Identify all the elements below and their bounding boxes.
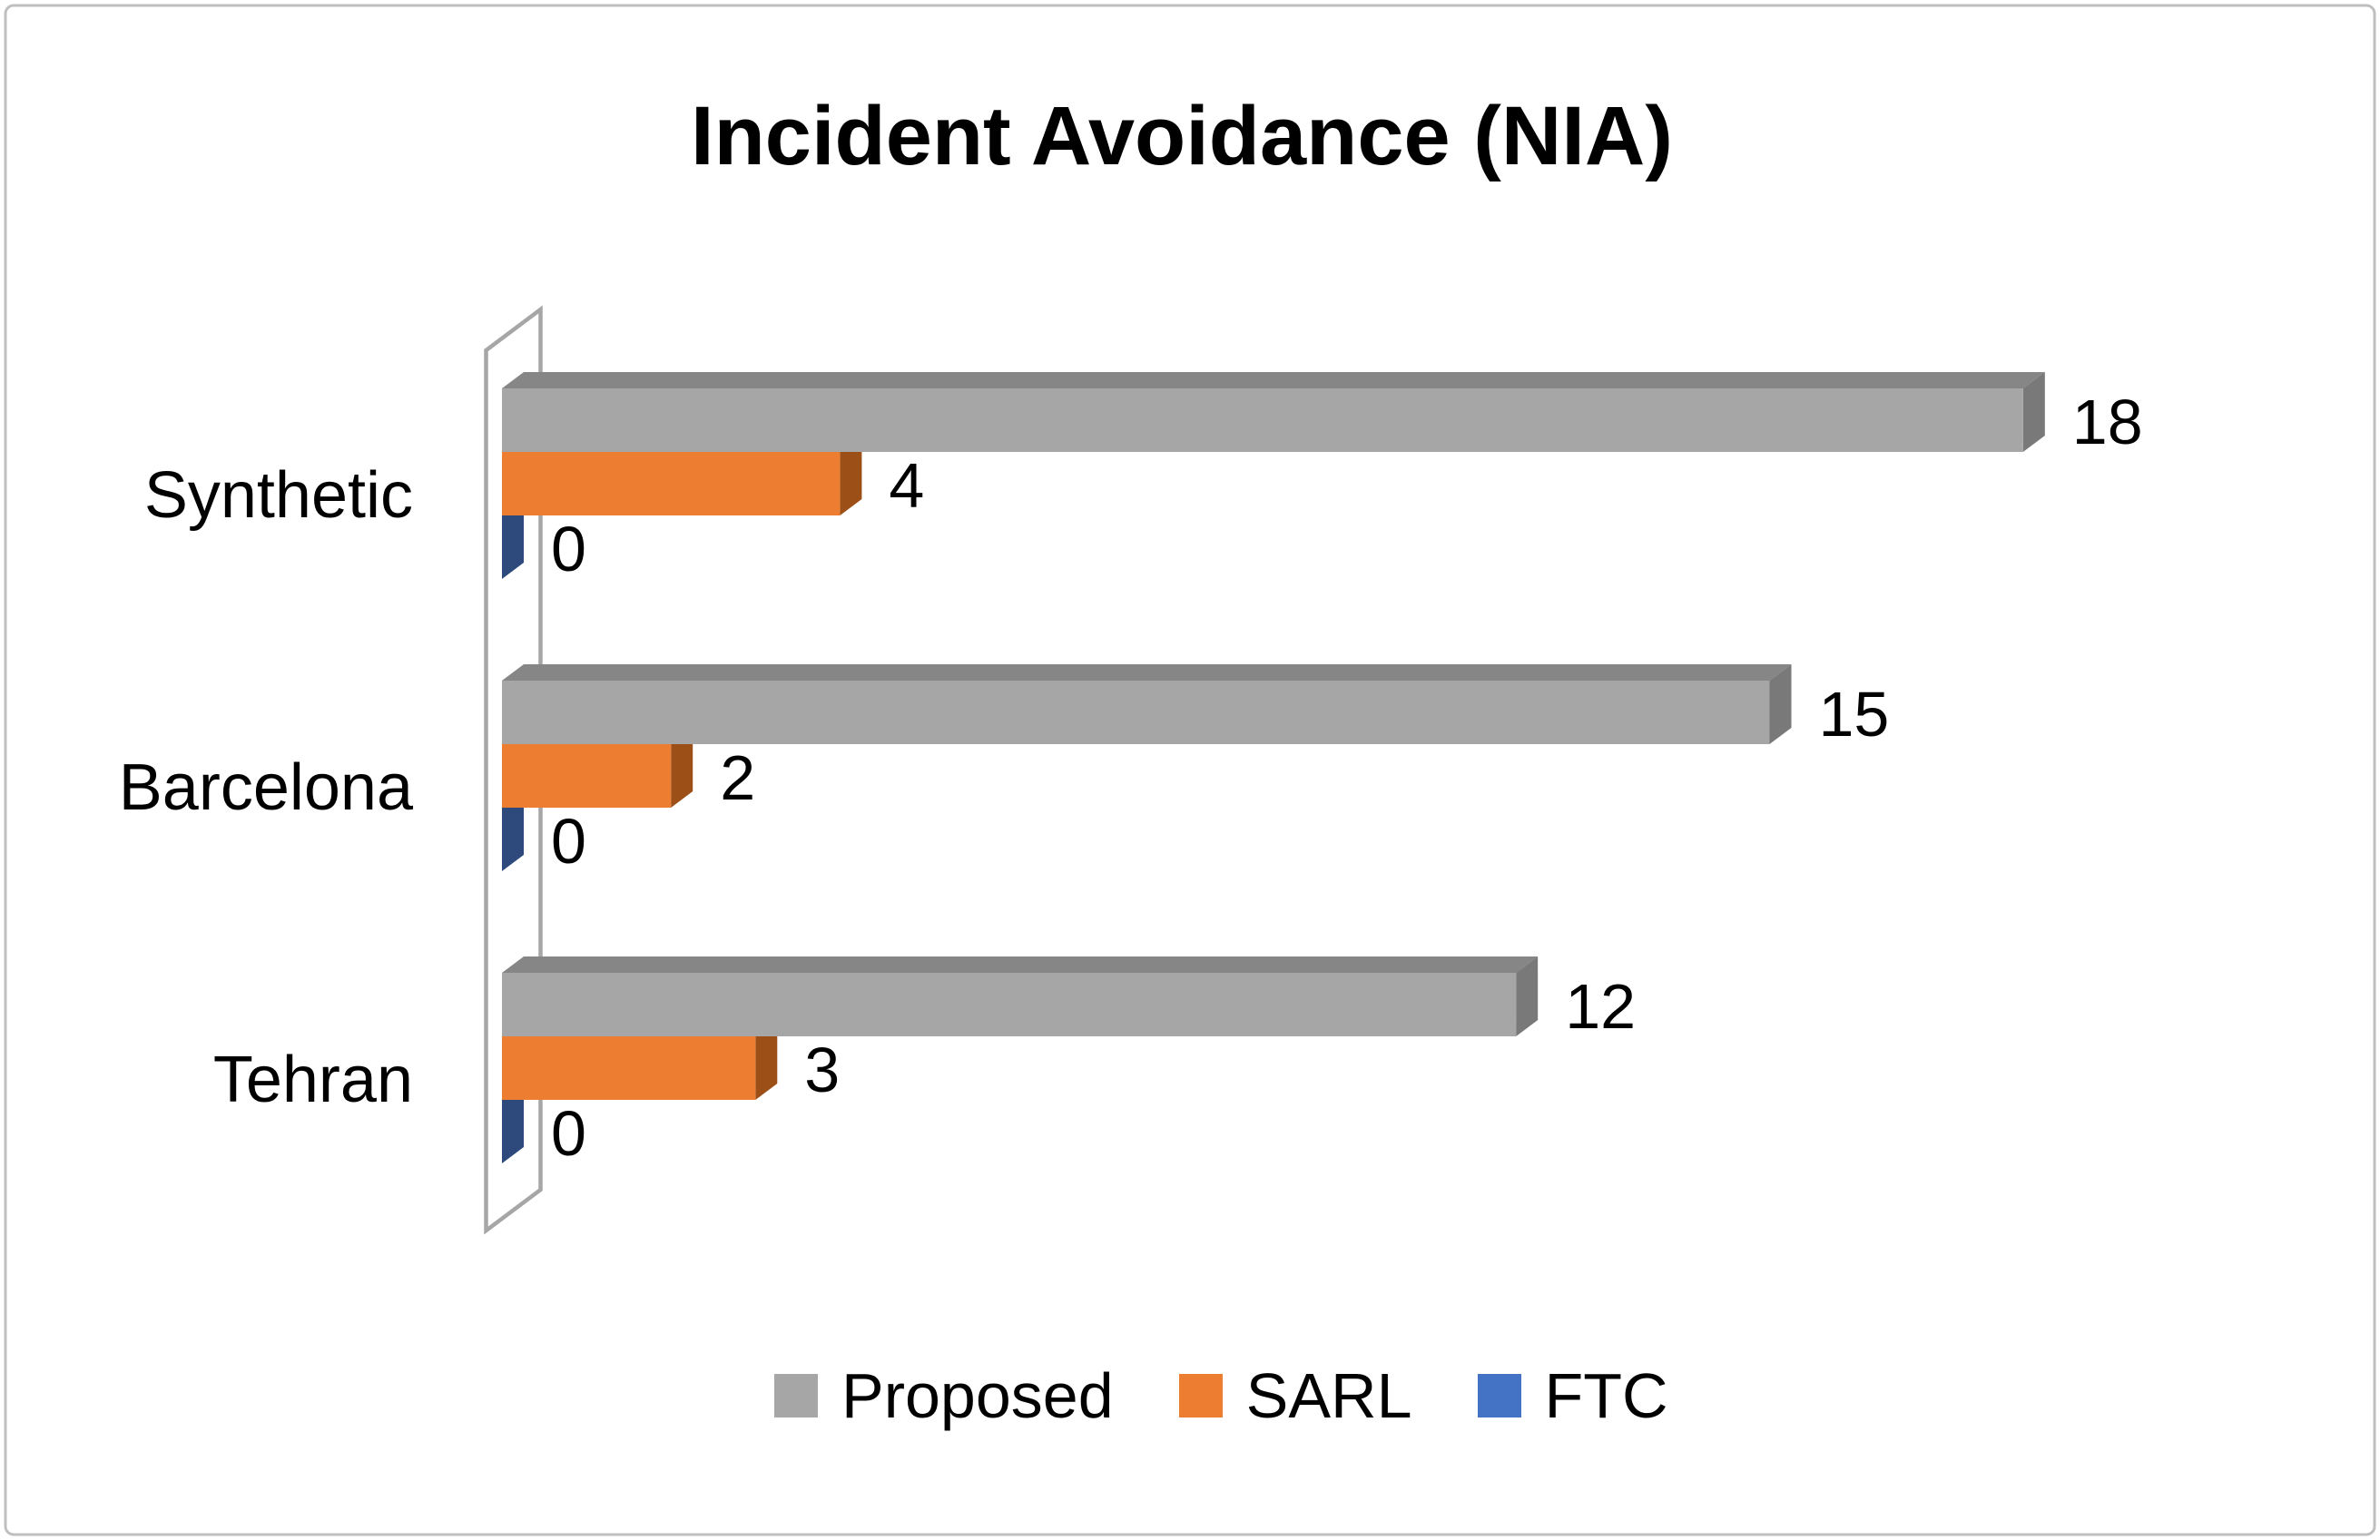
legend-item-ftc: FTC bbox=[1477, 1359, 1668, 1432]
bar-front-face-proposed-tehran bbox=[502, 973, 1517, 1036]
legend-label-ftc: FTC bbox=[1544, 1360, 1668, 1431]
bar-end-face-ftc-synthetic bbox=[502, 499, 524, 579]
data-label-proposed-synthetic: 18 bbox=[2072, 387, 2143, 457]
bar-end-face-sarl-synthetic bbox=[840, 436, 862, 515]
value-labels-group: 0 4 18 0 2 15 0 3 12 bbox=[551, 387, 2143, 1169]
data-label-sarl-synthetic: 4 bbox=[889, 450, 924, 521]
bar-end-face-ftc-barcelona bbox=[502, 791, 524, 871]
bar-top-face-proposed-synthetic bbox=[502, 372, 2045, 388]
legend-item-proposed: Proposed bbox=[774, 1359, 1114, 1432]
bar-end-face-ftc-tehran bbox=[502, 1084, 524, 1163]
bar-front-face-sarl-barcelona bbox=[502, 744, 672, 808]
data-label-ftc-tehran: 0 bbox=[551, 1098, 586, 1169]
data-label-proposed-tehran: 12 bbox=[1565, 971, 1636, 1042]
figure-border bbox=[4, 4, 2376, 1536]
category-label-barcelona: Barcelona bbox=[119, 751, 414, 824]
bar-series-group bbox=[502, 372, 2045, 1163]
data-label-proposed-barcelona: 15 bbox=[1819, 679, 1890, 750]
bar-front-face-sarl-synthetic bbox=[502, 452, 841, 515]
data-label-ftc-synthetic: 0 bbox=[551, 514, 586, 584]
bar-end-face-proposed-tehran bbox=[1516, 956, 1539, 1036]
bar-end-face-proposed-synthetic bbox=[2022, 372, 2045, 452]
data-label-sarl-barcelona: 2 bbox=[720, 742, 755, 813]
legend: Proposed SARL FTC bbox=[774, 1359, 1668, 1432]
data-label-sarl-tehran: 3 bbox=[804, 1035, 840, 1105]
bar-front-face-proposed-synthetic bbox=[502, 388, 2023, 452]
chart-title: Incident Avoidance (NIA) bbox=[691, 90, 1673, 182]
category-label-tehran: Tehran bbox=[213, 1044, 413, 1116]
legend-key-proposed-swatch bbox=[774, 1374, 818, 1417]
legend-key-ftc-swatch bbox=[1477, 1374, 1521, 1417]
category-axis-labels: Synthetic Barcelona Tehran bbox=[119, 459, 414, 1116]
data-label-ftc-barcelona: 0 bbox=[551, 806, 586, 877]
bar-top-face-proposed-barcelona bbox=[502, 664, 1792, 681]
bar-end-face-proposed-barcelona bbox=[1769, 664, 1792, 744]
bar-front-face-sarl-tehran bbox=[502, 1036, 756, 1100]
bar-end-face-sarl-barcelona bbox=[671, 728, 693, 808]
category-label-synthetic: Synthetic bbox=[144, 459, 413, 532]
bar-end-face-sarl-tehran bbox=[755, 1020, 778, 1100]
legend-label-proposed: Proposed bbox=[841, 1360, 1114, 1431]
legend-item-sarl: SARL bbox=[1178, 1359, 1412, 1432]
axis-wall bbox=[484, 305, 543, 1235]
legend-key-sarl-swatch bbox=[1178, 1374, 1223, 1417]
legend-label-sarl: SARL bbox=[1245, 1360, 1412, 1431]
bar-top-face-proposed-tehran bbox=[502, 956, 1539, 973]
bar-front-face-proposed-barcelona bbox=[502, 681, 1770, 744]
